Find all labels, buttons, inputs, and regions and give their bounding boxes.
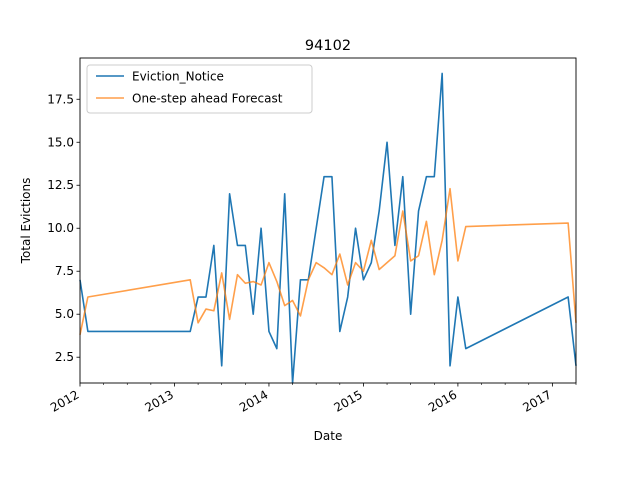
x-tick-label: 2017 (520, 387, 553, 414)
x-axis-label: Date (314, 429, 343, 443)
legend-label-2: One-step ahead Forecast (132, 92, 283, 106)
y-axis-label: Total Evictions (19, 178, 33, 265)
y-tick-label: 12.5 (47, 178, 74, 192)
y-tick-label: 2.5 (55, 350, 74, 364)
x-tick-label: 2013 (143, 387, 176, 414)
y-tick-label: 10.0 (47, 221, 74, 235)
series-1 (80, 73, 576, 383)
y-tick-label: 17.5 (47, 92, 74, 106)
x-tick-label: 2012 (48, 387, 81, 414)
series-line-2 (80, 189, 576, 335)
legend-label-1: Eviction_Notice (132, 70, 224, 84)
x-tick-label: 2015 (331, 387, 364, 414)
series-line-1 (80, 73, 576, 383)
x-tick-label: 2014 (237, 387, 270, 414)
legend: Eviction_Notice One-step ahead Forecast (87, 65, 312, 113)
y-tick-label: 7.5 (55, 264, 74, 278)
chart-title: 94102 (305, 38, 351, 54)
y-tick-label: 15.0 (47, 135, 74, 149)
x-tick-label: 2016 (426, 387, 459, 414)
series-2 (80, 189, 576, 335)
y-tick-label: 5.0 (55, 307, 74, 321)
